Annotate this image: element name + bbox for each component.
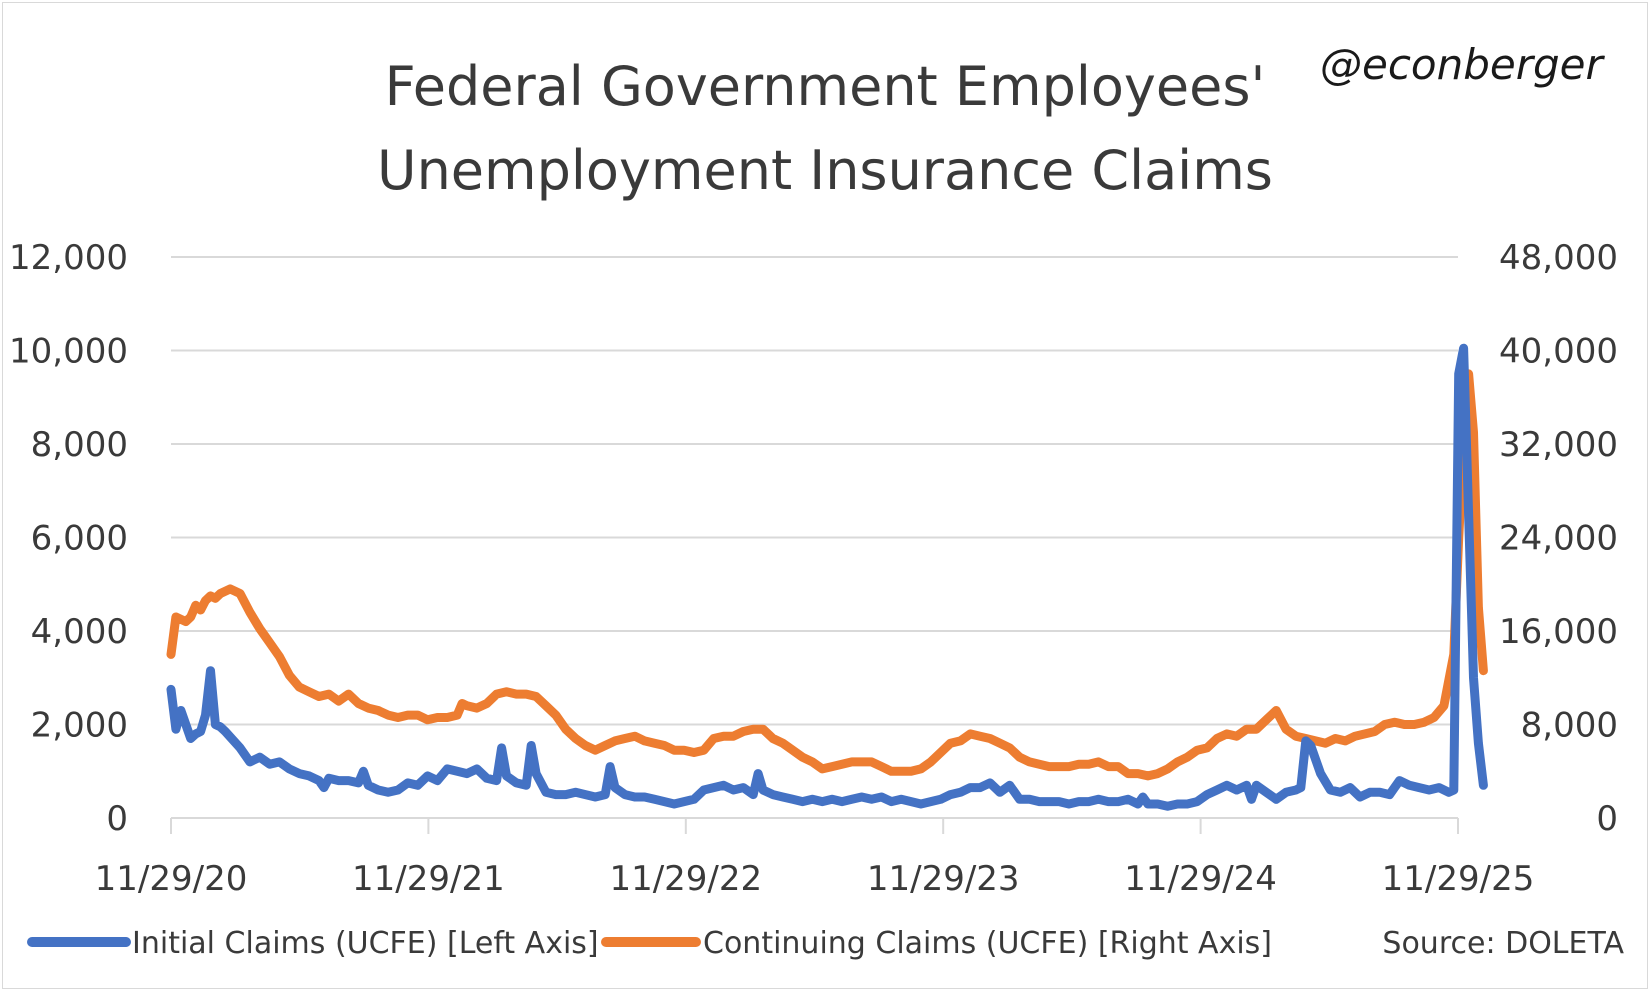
series-lines (166, 343, 1488, 811)
source-note: Source: DOLETA (1382, 926, 1624, 961)
right-axis-tick-label: 0 (1596, 799, 1618, 839)
legend-label-continuing-claims: Continuing Claims (UCFE) [Right Axis] (703, 926, 1272, 961)
right-axis-tick-label: 16,000 (1499, 612, 1618, 652)
left-axis-tick-label: 8,000 (31, 425, 128, 465)
x-axis-tick-label: 11/29/25 (1382, 859, 1535, 899)
series-line-continuing-claims (166, 369, 1488, 781)
right-axis-tick-label: 40,000 (1499, 332, 1618, 372)
left-axis-tick-label: 6,000 (31, 519, 128, 559)
chart-title-line-2: Unemployment Insurance Claims (377, 139, 1273, 202)
left-axis-tick-label: 12,000 (9, 238, 128, 278)
right-axis-tick-label: 32,000 (1499, 425, 1618, 465)
left-axis-tick-label: 2,000 (31, 706, 128, 746)
legend: Initial Claims (UCFE) [Left Axis] Contin… (27, 926, 1624, 961)
author-handle: @econberger (1320, 40, 1603, 89)
series-line-initial-claims (166, 343, 1488, 811)
axes: 0 0 2,000 8,000 4,000 16,000 6,000 24,000 8,000 3… (9, 238, 1618, 899)
x-axis-tick-label: 11/29/23 (867, 859, 1020, 899)
right-axis-tick-label: 48,000 (1499, 238, 1618, 278)
left-axis-tick-label: 4,000 (31, 612, 128, 652)
left-axis-tick-label: 0 (106, 799, 128, 839)
left-axis-tick-label: 10,000 (9, 332, 128, 372)
x-axis-tick-label: 11/29/20 (95, 859, 248, 899)
right-axis-tick-label: 24,000 (1499, 519, 1618, 559)
x-axis-tick-label: 11/29/22 (609, 859, 762, 899)
chart-title: Federal Government Employees' Unemployme… (280, 45, 1370, 213)
x-axis-tick-label: 11/29/21 (352, 859, 505, 899)
legend-label-initial-claims: Initial Claims (UCFE) [Left Axis] (132, 926, 599, 961)
chart-title-line-1: Federal Government Employees' (384, 55, 1266, 118)
x-axis-tick-label: 11/29/24 (1124, 859, 1277, 899)
right-axis-tick-label: 8,000 (1521, 706, 1618, 746)
gridlines (171, 256, 1458, 726)
